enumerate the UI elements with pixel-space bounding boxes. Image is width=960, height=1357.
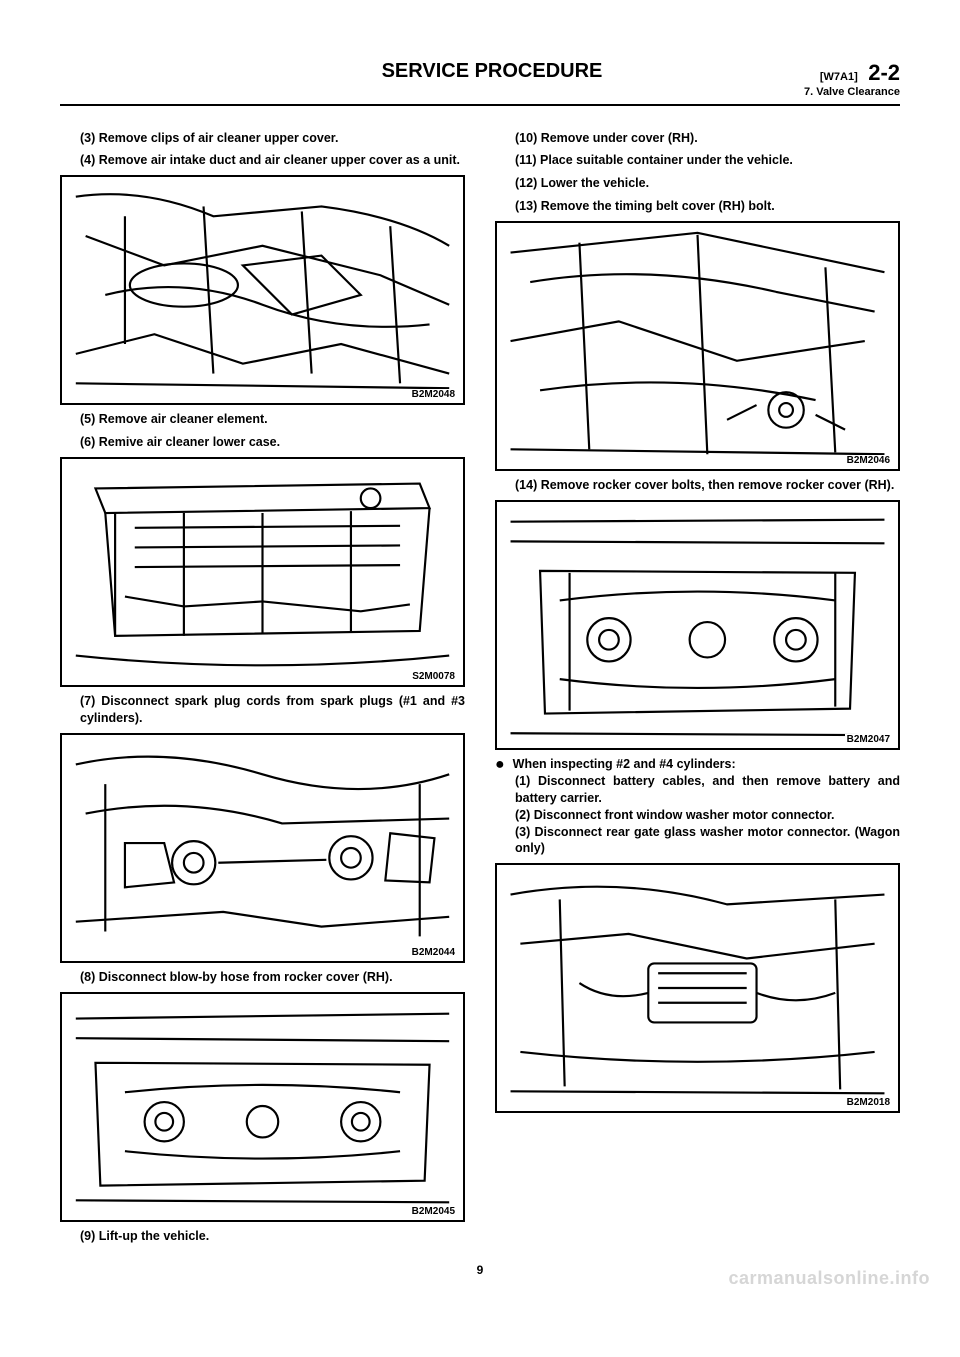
- diagram-svg: [62, 994, 463, 1220]
- page-header: SERVICE PROCEDURE [W7A1] 2-2 7. Valve Cl…: [60, 60, 900, 106]
- bullet-text: When inspecting #2 and #4 cylinders:: [513, 756, 736, 773]
- diagram-svg: [62, 735, 463, 961]
- figure-spark-plug-cords: B2M2044: [60, 733, 465, 963]
- page-title: SERVICE PROCEDURE: [60, 60, 804, 83]
- section-code: [W7A1]: [820, 71, 858, 83]
- step-9: (9) Lift-up the vehicle.: [80, 1228, 465, 1245]
- left-column: (3) Remove clips of air cleaner upper co…: [60, 126, 465, 1251]
- figure-label: B2M2047: [845, 734, 892, 745]
- step-13: (13) Remove the timing belt cover (RH) b…: [515, 198, 900, 215]
- step-6: (6) Remive air cleaner lower case.: [80, 434, 465, 451]
- figure-label: B2M2046: [845, 455, 892, 466]
- step-4: (4) Remove air intake duct and air clean…: [80, 152, 465, 169]
- inspection-bullet: ● When inspecting #2 and #4 cylinders: (…: [495, 756, 900, 857]
- bullet-lead: ● When inspecting #2 and #4 cylinders:: [495, 756, 900, 773]
- substep-1: (1) Disconnect battery cables, and then …: [515, 773, 900, 807]
- step-14: (14) Remove rocker cover bolts, then rem…: [515, 477, 900, 494]
- section-id: [W7A1] 2-2 7. Valve Clearance: [804, 60, 900, 100]
- figure-label: S2M0078: [410, 671, 457, 682]
- step-11: (11) Place suitable container under the …: [515, 152, 900, 169]
- right-column: (10) Remove under cover (RH). (11) Place…: [495, 126, 900, 1251]
- figure-label: B2M2048: [410, 389, 457, 400]
- step-10: (10) Remove under cover (RH).: [515, 130, 900, 147]
- figure-timing-belt-cover: B2M2046: [495, 221, 900, 471]
- figure-washer-motor: B2M2018: [495, 863, 900, 1113]
- step-5: (5) Remove air cleaner element.: [80, 411, 465, 428]
- figure-label: B2M2045: [410, 1206, 457, 1217]
- step-3: (3) Remove clips of air cleaner upper co…: [80, 130, 465, 147]
- diagram-svg: [62, 459, 463, 685]
- substep-2: (2) Disconnect front window washer motor…: [515, 807, 900, 824]
- diagram-svg: [497, 502, 898, 748]
- step-7: (7) Disconnect spark plug cords from spa…: [80, 693, 465, 727]
- diagram-svg: [62, 177, 463, 403]
- section-subtitle: 7. Valve Clearance: [804, 86, 900, 99]
- watermark: carmanualsonline.info: [728, 1268, 930, 1289]
- step-8: (8) Disconnect blow-by hose from rocker …: [80, 969, 465, 986]
- figure-blow-by-hose: B2M2045: [60, 992, 465, 1222]
- diagram-svg: [497, 865, 898, 1111]
- figure-rocker-cover: B2M2047: [495, 500, 900, 750]
- substep-3: (3) Disconnect rear gate glass washer mo…: [515, 824, 900, 858]
- section-number: 2-2: [868, 60, 900, 85]
- bullet-icon: ●: [495, 757, 505, 773]
- step-12: (12) Lower the vehicle.: [515, 175, 900, 192]
- service-manual-page: SERVICE PROCEDURE [W7A1] 2-2 7. Valve Cl…: [0, 0, 960, 1307]
- figure-label: B2M2044: [410, 947, 457, 958]
- two-column-layout: (3) Remove clips of air cleaner upper co…: [60, 126, 900, 1251]
- figure-air-cleaner-lower: S2M0078: [60, 457, 465, 687]
- diagram-svg: [497, 223, 898, 469]
- figure-label: B2M2018: [845, 1097, 892, 1108]
- figure-air-cleaner-upper: B2M2048: [60, 175, 465, 405]
